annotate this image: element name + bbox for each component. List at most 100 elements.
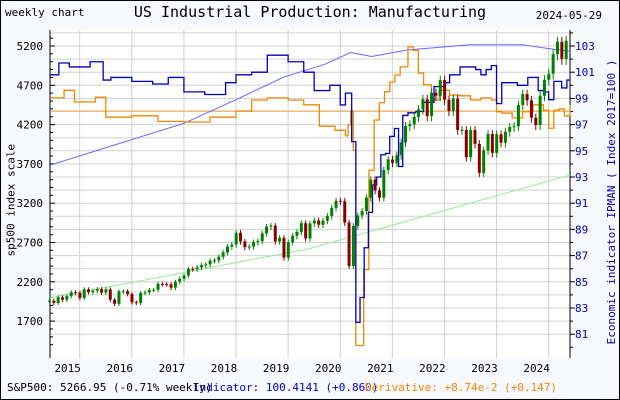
sp500-bar <box>377 190 381 198</box>
right-tick-label: 85 <box>575 276 588 289</box>
sp500-bar <box>87 289 91 293</box>
right-tick-label: 97 <box>575 119 588 132</box>
sp500-bar <box>74 292 78 294</box>
left-tick-label: 3700 <box>17 158 44 171</box>
sp500-bar <box>399 142 403 156</box>
right-tick-label: 87 <box>575 250 588 263</box>
sp500-bar <box>113 299 117 304</box>
right-tick-label: 101 <box>575 66 595 79</box>
sp500-bar <box>412 116 416 125</box>
sp500-bar <box>360 211 364 216</box>
sp500-bar <box>126 291 130 295</box>
sp500-bar <box>199 265 203 268</box>
right-tick-label: 81 <box>575 328 588 341</box>
sp500-bar <box>273 225 277 242</box>
sp500-bar <box>52 300 56 303</box>
sp500-bar <box>282 237 286 258</box>
sp500-bar <box>425 99 429 117</box>
chart-title: US Industrial Production: Manufacturing <box>133 3 487 21</box>
left-tick-label: 4700 <box>17 79 44 92</box>
sp500-bar <box>564 40 568 59</box>
sp500-bar <box>473 130 477 144</box>
sp500-bar <box>534 117 538 126</box>
sp500-bar <box>347 222 351 267</box>
sp500-bar <box>317 220 321 225</box>
sp500-bar <box>512 126 516 128</box>
sp500-bar <box>178 278 182 282</box>
sp500-bar <box>286 242 290 258</box>
sp500-bar <box>252 242 256 247</box>
sp500-bar <box>464 129 468 158</box>
sp500-bar <box>542 79 546 96</box>
sp500-bar <box>555 41 559 55</box>
sp500-bar <box>325 215 329 221</box>
sp500-bar <box>482 150 486 173</box>
sp500-bar <box>343 201 347 223</box>
sp500-trend-line <box>49 174 571 299</box>
left-tick-label: 5200 <box>17 40 44 53</box>
sp500-bar <box>547 73 551 80</box>
sp500-bar <box>521 94 525 105</box>
sp500-bar <box>143 292 147 294</box>
sp500-bar <box>230 244 234 247</box>
sp500-bar <box>434 92 438 96</box>
sp500-bar <box>369 179 373 198</box>
sp500-bar <box>438 80 442 96</box>
sp500-bar <box>182 275 186 279</box>
sp500-bar <box>134 302 138 304</box>
sp500-bar <box>386 159 390 171</box>
sp500-bar <box>152 289 156 291</box>
x-tick-label: 2019 <box>263 362 290 375</box>
sp500-bar <box>208 260 212 265</box>
sp500-bar <box>516 104 520 127</box>
sp500-bar <box>165 284 169 286</box>
left-tick-label: 4200 <box>17 119 44 132</box>
sp500-bar <box>451 98 455 111</box>
right-tick-label: 89 <box>575 223 588 236</box>
sp500-bar <box>460 129 464 131</box>
x-tick-label: 2018 <box>211 362 238 375</box>
sp500-bar <box>364 197 368 212</box>
sp500-readout: S&P500: 5266.95 (-0.71% weekly) <box>7 381 213 394</box>
x-tick-label: 2015 <box>54 362 81 375</box>
left-tick-label: 1700 <box>17 315 44 328</box>
x-tick-label: 2023 <box>471 362 498 375</box>
sp500-bar <box>469 130 473 158</box>
sp500-bar <box>139 292 143 303</box>
sp500-bar <box>295 231 299 236</box>
chart-period-label: weekly chart <box>5 6 85 19</box>
sp500-bar <box>499 134 503 143</box>
x-tick-label: 2016 <box>107 362 134 375</box>
sp500-bar <box>104 289 108 293</box>
right-tick-label: 95 <box>575 145 588 158</box>
right-tick-label: 99 <box>575 92 588 105</box>
sp500-bar <box>121 291 125 293</box>
sp500-bar <box>260 233 264 242</box>
sp500-bar <box>156 283 160 290</box>
sp500-bar <box>91 290 95 293</box>
sp500-bar <box>243 241 247 248</box>
sp500-bar <box>65 296 69 300</box>
sp500-bar <box>312 220 316 224</box>
right-axis-label: Economic indicator IPMAN ( Index 2017=10… <box>605 59 618 345</box>
sp500-bar <box>525 94 529 101</box>
sp500-bar <box>495 134 499 153</box>
sp500-bar <box>299 223 303 232</box>
sp500-bar <box>430 92 434 117</box>
sp500-bar <box>108 289 112 300</box>
sp500-bar <box>186 268 190 276</box>
sp500-bar <box>408 124 412 127</box>
x-tick-label: 2021 <box>367 362 394 375</box>
indicator-average-line <box>49 44 571 166</box>
sp500-bar <box>321 220 325 225</box>
sp500-bar <box>291 235 295 243</box>
sp500-bar <box>147 289 151 293</box>
sp500-bar <box>169 284 173 288</box>
sp500-bar <box>217 256 221 261</box>
right-tick-label: 93 <box>575 171 588 184</box>
indicator-line <box>50 54 570 324</box>
sp500-bar <box>508 127 512 132</box>
sp500-bar <box>265 226 269 234</box>
plot-area <box>50 30 570 358</box>
